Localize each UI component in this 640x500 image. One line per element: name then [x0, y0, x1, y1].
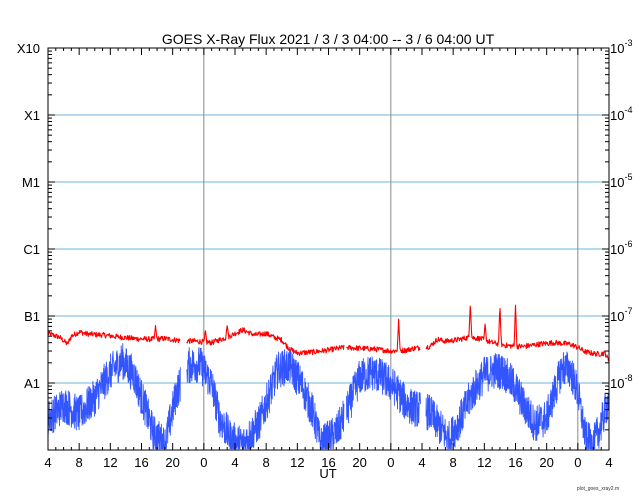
x-tick-label: 20: [352, 455, 366, 470]
x-tick-label: 20: [539, 455, 553, 470]
flux-power-exponent: -6: [624, 239, 632, 249]
x-tick-label: 16: [134, 455, 148, 470]
plot-credit: plot_goes_xray2.m: [577, 486, 619, 492]
x-tick-label: 8: [76, 455, 83, 470]
grid-lines: [48, 114, 609, 384]
x-tick-label: 20: [165, 455, 179, 470]
x-tick-label: 12: [477, 455, 491, 470]
flare-class-label: M1: [22, 175, 40, 190]
x-tick-label: 4: [605, 455, 612, 470]
flare-class-label: X10: [17, 41, 40, 56]
short-channel-series: [47, 343, 610, 450]
x-tick-labels: 4 8 12 16 20 0 4 8 12 16 20 0 4 8 12 16 20 0 4: [44, 455, 612, 470]
x-tick-label: 16: [321, 455, 335, 470]
chart-title: GOES X-Ray Flux 2021 / 3 / 3 04:00 -- 3 …: [162, 31, 495, 47]
x-tick-label: 4: [418, 455, 425, 470]
flux-power-exponent: -4: [624, 105, 632, 115]
x-tick-label: 8: [450, 455, 457, 470]
x-tick-label: 8: [263, 455, 270, 470]
x-tick-label: 16: [508, 455, 522, 470]
flare-class-labels: X10 X1 M1 C1 B1 A1: [17, 41, 40, 391]
flare-class-label: X1: [24, 108, 40, 123]
flux-series: [47, 304, 610, 450]
x-tick-label: 12: [290, 455, 304, 470]
flux-power-exponent: -3: [624, 38, 632, 48]
x-tick-label: 0: [574, 455, 581, 470]
x-tick-label: 4: [44, 455, 51, 470]
flux-power-exponent: -5: [624, 172, 632, 182]
x-tick-label: 0: [387, 455, 394, 470]
x-tick-label: 12: [103, 455, 117, 470]
long-channel-series: [47, 304, 610, 362]
x-tick-label: 0: [200, 455, 207, 470]
axis-ticks: [47, 48, 610, 451]
x-axis-label: UT: [319, 466, 336, 481]
flux-power-exponent: -8: [624, 373, 632, 383]
flare-class-label: B1: [24, 309, 40, 324]
flare-class-label: C1: [23, 242, 40, 257]
flux-power-exponent: -7: [624, 306, 632, 316]
x-tick-label: 4: [231, 455, 238, 470]
flare-class-label: A1: [24, 376, 40, 391]
